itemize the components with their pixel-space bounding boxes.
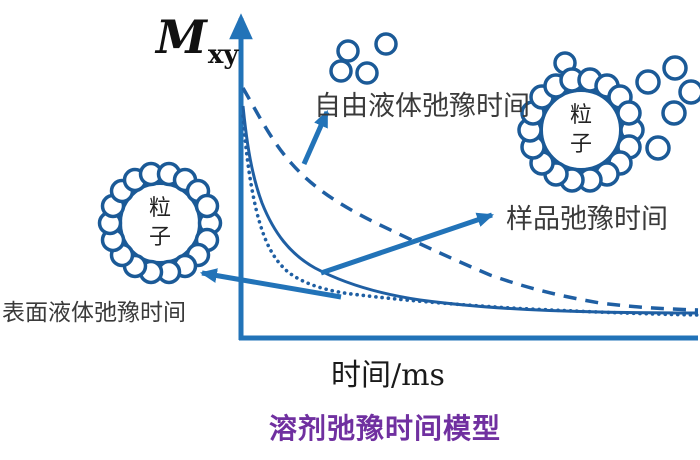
- sample-arrow: [320, 212, 495, 276]
- free-liquid-molecules-right: [553, 51, 700, 161]
- particle-label-line: 粒: [148, 196, 171, 221]
- molecule-circle: [661, 100, 687, 126]
- surface-liquid-arrow: [199, 268, 342, 300]
- y-axis-label: Mxy: [156, 14, 239, 70]
- x-axis-label: 时间/ms: [331, 358, 445, 393]
- free-liquid-molecules-top: [329, 32, 398, 85]
- right-particle: [517, 67, 645, 193]
- sample-relaxation-label: 样品弛豫时间: [506, 204, 668, 235]
- right-particle-label: 粒 子: [561, 101, 601, 159]
- surface-liquid-relaxation-label: 表面液体弛豫时间: [2, 300, 186, 326]
- molecule-circle: [374, 32, 398, 56]
- free-liquid-arrow: [301, 110, 330, 166]
- molecule-circle: [662, 55, 688, 81]
- molecule-circle: [678, 79, 700, 105]
- molecule-circle: [355, 61, 379, 85]
- molecule-circle: [645, 135, 671, 161]
- adsorbed-molecule-ring: [97, 161, 223, 285]
- particle-label-line: 粒: [569, 103, 592, 128]
- free-liquid-relaxation-label: 自由液体弛豫时间: [314, 91, 530, 122]
- molecule-circle: [635, 69, 661, 95]
- figure-title: 溶剂弛豫时间模型: [269, 412, 502, 445]
- molecule-circle: [329, 59, 353, 83]
- left-particle: [97, 161, 223, 285]
- y-axis-symbol: M: [156, 10, 207, 64]
- surface-liquid-curve: [241, 114, 700, 317]
- left-particle-label: 粒 子: [140, 194, 180, 252]
- molecule-circle: [336, 39, 360, 63]
- particle-label-line: 子: [148, 225, 171, 250]
- adsorbed-molecule-ring: [517, 67, 645, 193]
- particle-label-line: 子: [569, 132, 592, 157]
- y-axis-subscript: xy: [207, 40, 239, 70]
